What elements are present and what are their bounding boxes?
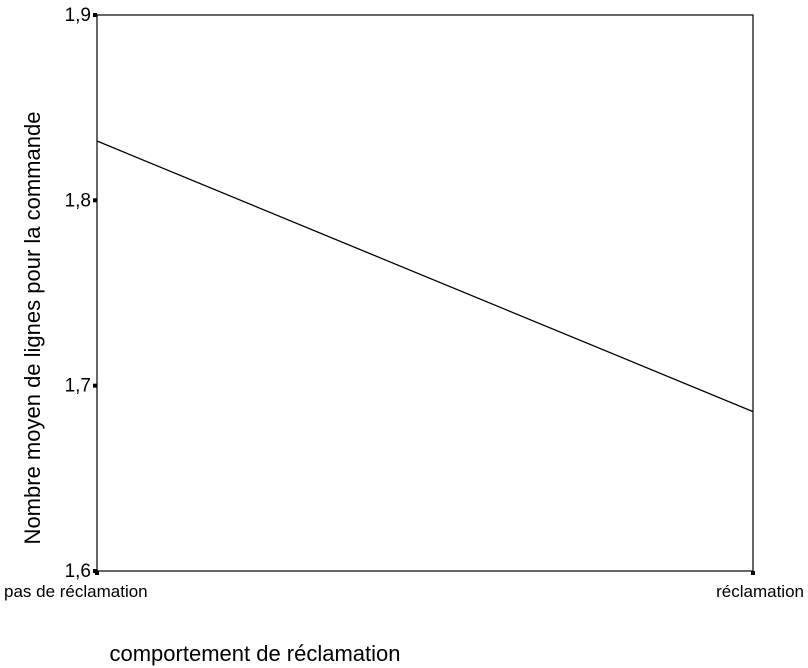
- y-tick-label: 1,9: [65, 5, 91, 26]
- plot-frame: [96, 14, 754, 572]
- x-tick-mark: [95, 571, 99, 575]
- x-tick-mark: [751, 571, 755, 575]
- y-tick-mark: [93, 198, 97, 203]
- x-tick-label: pas de réclamation: [4, 582, 148, 601]
- y-tick-mark: [93, 383, 97, 388]
- y-axis-title: Nombre moyen de lignes pour la commande: [20, 112, 45, 545]
- y-tick-label: 1,8: [65, 190, 91, 211]
- y-tick-mark: [93, 13, 97, 17]
- y-tick-label: 1,6: [65, 561, 91, 582]
- series-line: [96, 140, 754, 413]
- y-tick-label: 1,7: [65, 376, 91, 397]
- x-axis-title: comportement de réclamation: [109, 641, 400, 666]
- series-layer: [96, 140, 754, 413]
- y-axis-ticks: 1,6 1,7 1,8 1,9: [65, 5, 97, 582]
- x-tick-label: réclamation: [716, 582, 804, 601]
- x-axis-ticks: pas de réclamation réclamation: [4, 571, 804, 601]
